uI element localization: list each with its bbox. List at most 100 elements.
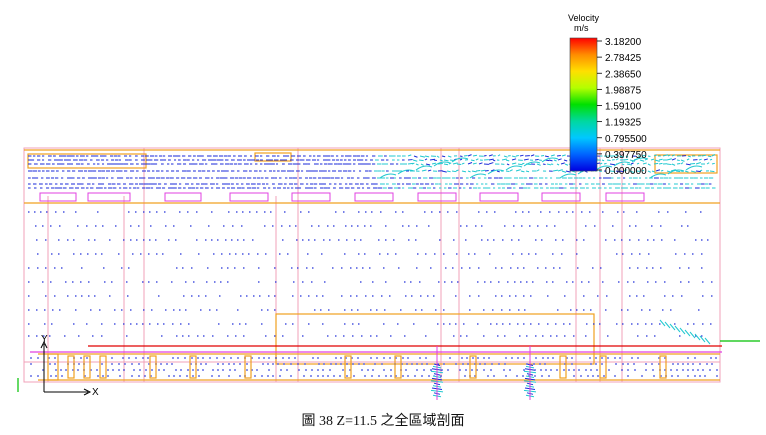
velocity-vector [686, 158, 690, 161]
velocity-vector [557, 169, 563, 172]
legend-tick-label: 3.18200 [605, 37, 642, 48]
velocity-vector [609, 163, 616, 166]
velocity-vector [488, 154, 493, 157]
velocity-vector [703, 158, 708, 161]
velocity-vector [653, 154, 657, 157]
velocity-vector [647, 163, 651, 166]
velocity-vector [415, 163, 419, 166]
velocity-vector [689, 331, 696, 339]
velocity-vector [429, 158, 436, 161]
velocity-vector [671, 163, 676, 166]
velocity-vector [443, 163, 449, 166]
velocity-vector [509, 169, 513, 172]
velocity-vector [651, 170, 655, 173]
velocity-vector [711, 162, 715, 165]
velocity-vector [501, 158, 507, 161]
velocity-vector [436, 155, 440, 158]
velocity-vectors-upper [28, 154, 716, 189]
domain-outline [23, 147, 721, 383]
velocity-vector [629, 170, 635, 173]
velocity-vector [418, 159, 424, 162]
velocity-vector [412, 159, 418, 162]
velocity-vector [548, 159, 553, 162]
velocity-vector [446, 170, 451, 173]
velocity-vector [680, 162, 684, 165]
velocity-vector [667, 169, 685, 175]
velocity-vector [653, 162, 659, 165]
floor-equipment [17, 340, 760, 392]
legend-tick-label: 2.38650 [605, 69, 642, 80]
velocity-vector [459, 155, 463, 158]
velocity-vector [505, 159, 510, 162]
velocity-vector [687, 155, 691, 158]
velocity-vector [431, 162, 437, 165]
velocity-vector [647, 155, 651, 158]
velocity-vector [449, 159, 454, 162]
velocity-vector [685, 163, 691, 166]
velocity-vector [424, 158, 428, 161]
velocity-vector [671, 158, 676, 161]
velocity-vector [664, 321, 671, 329]
velocity-vector [659, 319, 666, 327]
velocity-vector [642, 162, 647, 165]
velocity-vector [699, 335, 706, 343]
velocity-vector [407, 154, 412, 157]
velocity-vector [662, 154, 668, 157]
velocity-vector [623, 158, 629, 161]
legend-ticks: 3.18200 2.78425 2.38650 1.98875 1.59100 1.193… [597, 37, 647, 177]
velocity-vector [487, 169, 505, 175]
velocity-vector [680, 159, 685, 162]
velocity-vector [615, 154, 619, 157]
velocity-vector [685, 165, 703, 171]
ceiling-diffusers [39, 192, 645, 202]
velocity-vector [419, 155, 426, 158]
velocity-vector [488, 162, 494, 165]
velocity-vector [451, 170, 457, 173]
velocity-vector [421, 169, 427, 172]
velocity-vector [623, 169, 628, 172]
velocity-vector [670, 169, 676, 172]
velocity-vector [427, 169, 432, 172]
velocity-vector [534, 158, 539, 161]
velocity-vector [511, 158, 517, 161]
velocity-vector [565, 170, 571, 173]
velocity-vector [437, 162, 443, 165]
velocity-vector [559, 173, 577, 179]
velocity-vector [666, 158, 672, 161]
velocity-vector [470, 159, 475, 162]
velocity-vector [694, 333, 701, 341]
ceiling-boundary [24, 149, 720, 365]
velocity-vector [613, 161, 631, 167]
velocity-vector [603, 162, 607, 165]
velocity-vector [669, 323, 676, 331]
velocity-vector [679, 327, 686, 335]
velocity-vector [699, 169, 703, 172]
velocity-vector [520, 170, 525, 173]
velocity-vector [469, 173, 487, 179]
velocity-vector [506, 163, 510, 166]
velocity-vector [556, 163, 560, 166]
velocity-vector [552, 169, 559, 172]
velocity-vector [433, 161, 451, 167]
velocity-vector [475, 158, 479, 161]
velocity-vector [625, 155, 629, 158]
velocity-vector [452, 162, 458, 165]
velocity-vector [595, 165, 613, 171]
velocity-vector [505, 165, 523, 171]
figure-caption: 圖 38 Z=11.5 之全區域剖面 [301, 414, 465, 429]
velocity-vector [647, 170, 651, 173]
velocity-vector [455, 169, 459, 172]
velocity-vector [561, 154, 566, 157]
velocity-vector [615, 158, 619, 161]
velocity-vector [619, 170, 624, 173]
floor-outlet-vectors [430, 346, 537, 400]
velocity-vector [439, 159, 443, 162]
velocity-vector [467, 170, 471, 173]
legend-tick-label: 2.78425 [605, 53, 642, 64]
velocity-vector [630, 162, 634, 165]
legend-tick-label: 0.000000 [605, 166, 647, 177]
coordinate-axes [40, 340, 92, 396]
velocity-vector [471, 170, 477, 173]
velocity-vector [544, 155, 549, 158]
velocity-vector [424, 155, 430, 158]
